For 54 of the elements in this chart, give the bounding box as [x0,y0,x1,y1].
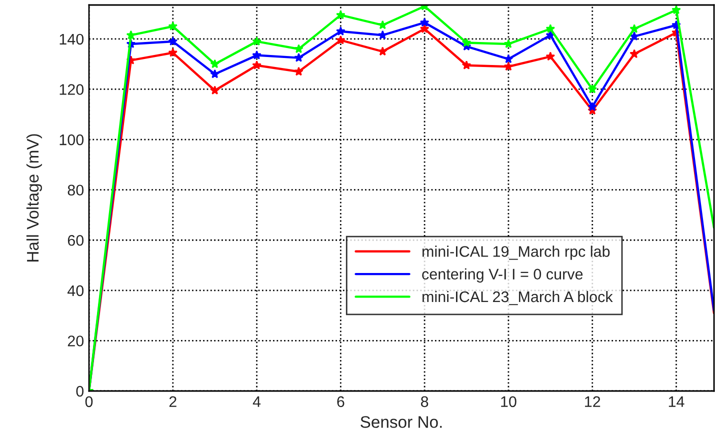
point [126,30,136,40]
point [168,22,178,30]
x-tick-label: 6 [337,396,344,408]
point [210,59,220,68]
point [504,39,514,48]
x-tick-label: 8 [420,396,428,408]
point [336,26,346,36]
point [252,36,262,46]
y-axis-title: Hall Voltage (mV) [26,134,42,262]
x-tick-label: 14 [668,396,684,407]
point [252,60,262,70]
y-tick-label: 0 [76,386,84,397]
point [210,69,220,78]
y-tick-label: 40 [68,285,84,296]
x-tick-label: 2 [169,396,176,407]
legend-label: centering V-I I = 0 curve [422,268,583,283]
point [378,30,388,40]
point [504,54,514,64]
y-tick-label: 100 [60,134,84,146]
y-tick-label: 140 [60,34,84,45]
y-tick-label: 120 [60,84,84,95]
point [588,84,598,94]
point [630,24,639,33]
x-tick-label: 10 [501,396,516,408]
y-tick-label: 20 [68,336,84,346]
x-tick-label: 0 [85,396,93,408]
point [336,35,346,44]
point [546,52,556,61]
point [546,24,556,33]
point [378,20,388,30]
x-axis-title: Sensor No. [360,416,442,428]
point [336,10,346,20]
point [672,5,681,14]
point [168,36,178,46]
point [504,62,514,71]
point [462,38,472,47]
x-tick-label: 4 [252,396,261,407]
point [252,50,262,60]
point [294,52,304,62]
point [630,49,639,58]
point [210,86,220,95]
point [420,18,430,27]
point [378,46,388,56]
y-tick-label: 80 [68,184,84,196]
point [294,44,304,54]
point [588,102,598,111]
point [462,60,472,70]
point [294,66,304,76]
x-tick-label: 12 [585,396,600,407]
legend-label: mini-ICAL 23_March A block [422,290,613,306]
point [168,48,178,57]
y-tick-label: 60 [68,234,84,246]
point [420,24,430,33]
legend-label: mini-ICAL 19_March rpc lab [422,246,610,260]
